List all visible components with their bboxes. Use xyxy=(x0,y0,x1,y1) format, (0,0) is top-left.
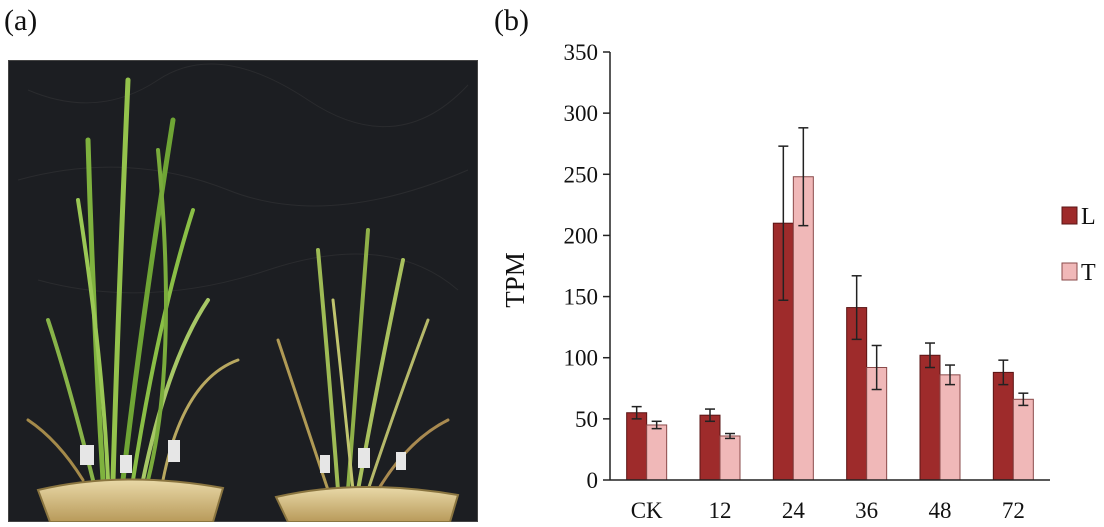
legend: LT xyxy=(1061,204,1096,286)
y-tick-label: 250 xyxy=(564,162,599,187)
left-pot xyxy=(36,478,225,522)
y-tick-label: 50 xyxy=(575,407,598,432)
legend-label-T: T xyxy=(1081,260,1096,286)
x-tick-label: 48 xyxy=(929,498,952,523)
plant-tags xyxy=(80,440,406,473)
legend-swatch-L xyxy=(1061,206,1078,225)
legend-swatch-T xyxy=(1061,262,1078,281)
y-tick-label: 150 xyxy=(564,285,599,310)
y-axis-title: TPM xyxy=(500,252,530,308)
bar-T-72 xyxy=(1012,398,1034,481)
x-tick-label: 36 xyxy=(855,498,878,523)
tpm-bar-chart: 0 50 100 150 200 250 300 350 CK 12 24 36 48 72 TPM L… xyxy=(500,40,1096,523)
y-tick-label: 350 xyxy=(564,40,599,65)
panel-a-label: (a) xyxy=(4,4,38,37)
right-pot xyxy=(274,486,460,522)
x-tick-label: 72 xyxy=(1002,498,1025,523)
y-axis: 0 50 100 150 200 250 300 350 xyxy=(564,40,611,493)
x-axis: CK 12 24 36 48 72 xyxy=(610,479,1050,523)
legend-label-L: L xyxy=(1081,204,1096,230)
y-tick-label: 300 xyxy=(564,101,599,126)
bar-L-48 xyxy=(919,354,941,481)
y-tick-label: 200 xyxy=(564,223,599,248)
y-tick-label: 0 xyxy=(587,468,599,493)
x-tick-label: 24 xyxy=(782,498,806,523)
panel-b-label: (b) xyxy=(494,4,529,37)
tall-plant-group xyxy=(26,77,240,483)
x-tick-label: 12 xyxy=(709,498,732,523)
bar-L-CK xyxy=(626,412,648,481)
bars xyxy=(626,127,1034,481)
bar-T-CK xyxy=(646,424,668,481)
y-tick-label: 100 xyxy=(564,346,599,371)
x-tick-label: CK xyxy=(631,498,663,523)
bar-L-12 xyxy=(699,414,721,481)
bar-L-72 xyxy=(992,371,1014,481)
bar-T-48 xyxy=(939,374,961,481)
bar-T-12 xyxy=(719,435,741,481)
plant-photo xyxy=(8,60,478,522)
